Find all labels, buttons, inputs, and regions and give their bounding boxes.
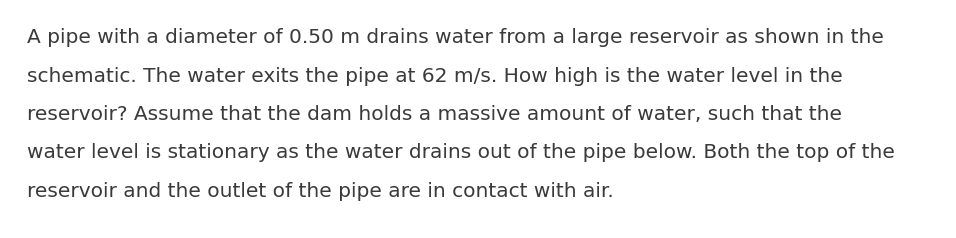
Text: schematic. The water exits the pipe at 62 m/s. How high is the water level in th: schematic. The water exits the pipe at 6… [27, 66, 843, 85]
Text: reservoir? Assume that the dam holds a massive amount of water, such that the: reservoir? Assume that the dam holds a m… [27, 105, 842, 124]
Text: water level is stationary as the water drains out of the pipe below. Both the to: water level is stationary as the water d… [27, 144, 895, 163]
Text: reservoir and the outlet of the pipe are in contact with air.: reservoir and the outlet of the pipe are… [27, 182, 614, 201]
Text: A pipe with a diameter of 0.50 m drains water from a large reservoir as shown in: A pipe with a diameter of 0.50 m drains … [27, 28, 884, 47]
